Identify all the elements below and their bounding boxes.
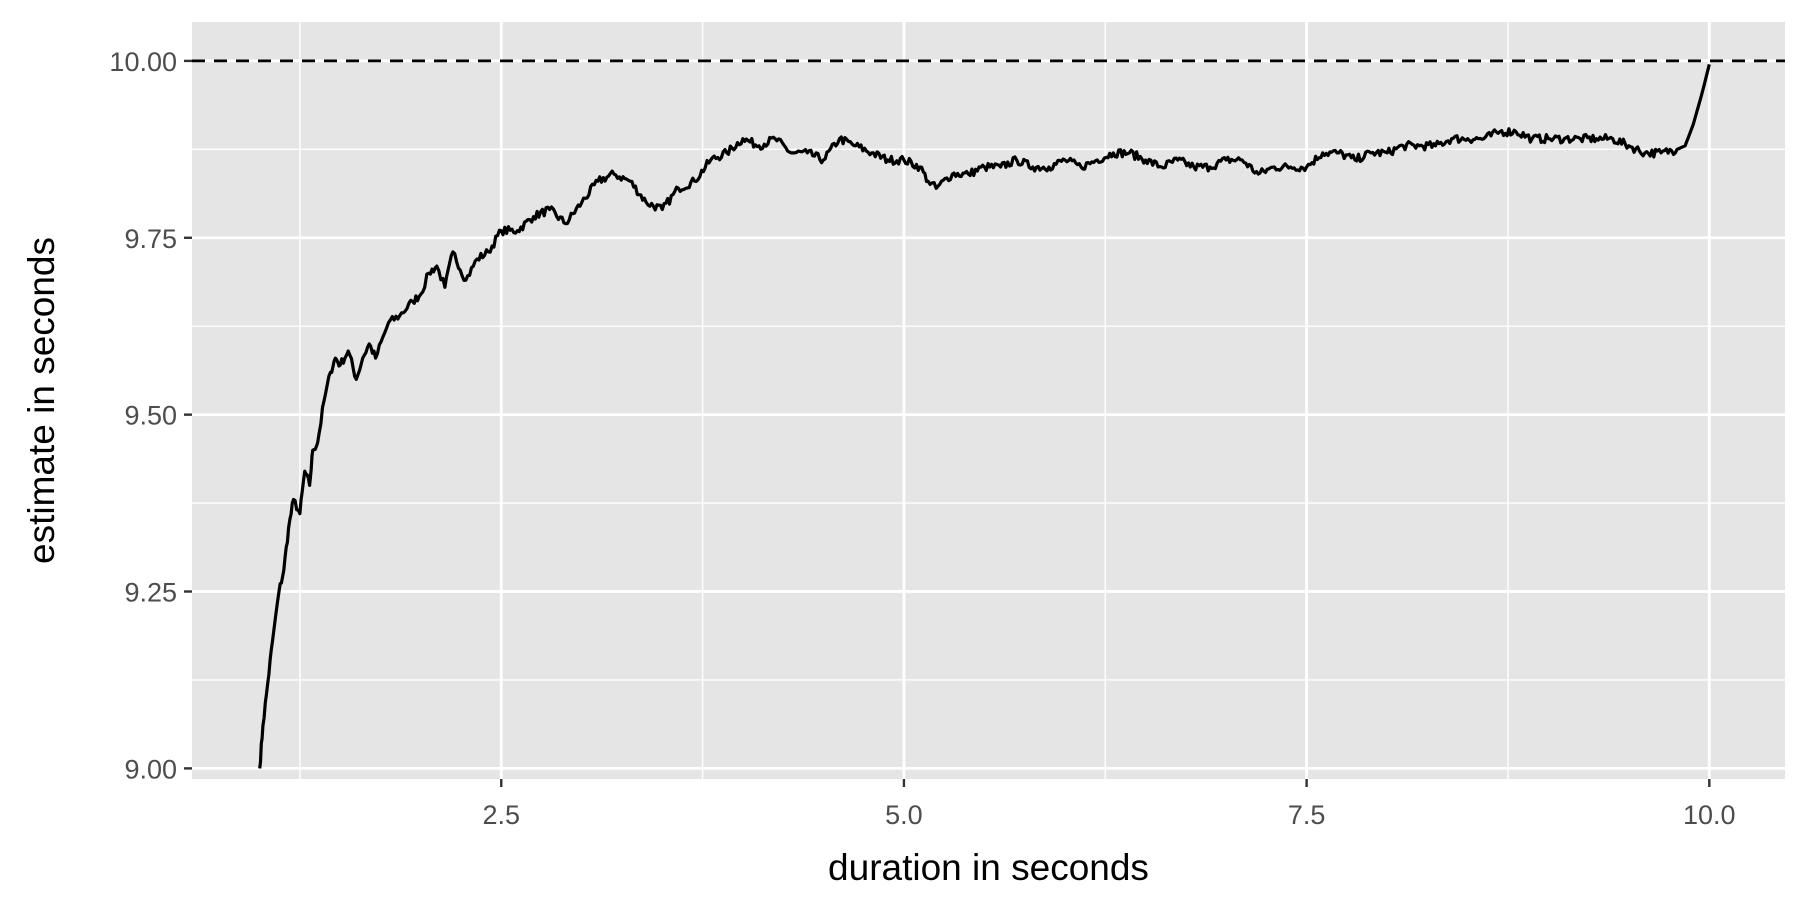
y-tick-label: 9.75 xyxy=(124,224,177,254)
plot-panel xyxy=(192,22,1785,779)
y-tick-label: 9.25 xyxy=(124,578,177,608)
x-tick-label: 10.0 xyxy=(1683,800,1736,830)
y-tick-label: 9.00 xyxy=(124,754,177,784)
y-axis: 9.00 9.25 9.50 9.75 10.00 xyxy=(109,47,192,784)
x-axis: 2.5 5.0 7.5 10.0 xyxy=(482,779,1736,830)
y-tick-label: 10.00 xyxy=(109,47,177,77)
y-axis-title: estimate in seconds xyxy=(21,237,62,564)
x-tick-label: 2.5 xyxy=(482,800,520,830)
series-layer xyxy=(258,64,1711,769)
x-tick-label: 5.0 xyxy=(885,800,923,830)
series-line-1 xyxy=(258,64,1711,769)
minor-gridlines xyxy=(192,22,1785,779)
x-axis-title: duration in seconds xyxy=(828,847,1149,888)
y-tick-label: 9.50 xyxy=(124,401,177,431)
x-tick-label: 7.5 xyxy=(1288,800,1326,830)
